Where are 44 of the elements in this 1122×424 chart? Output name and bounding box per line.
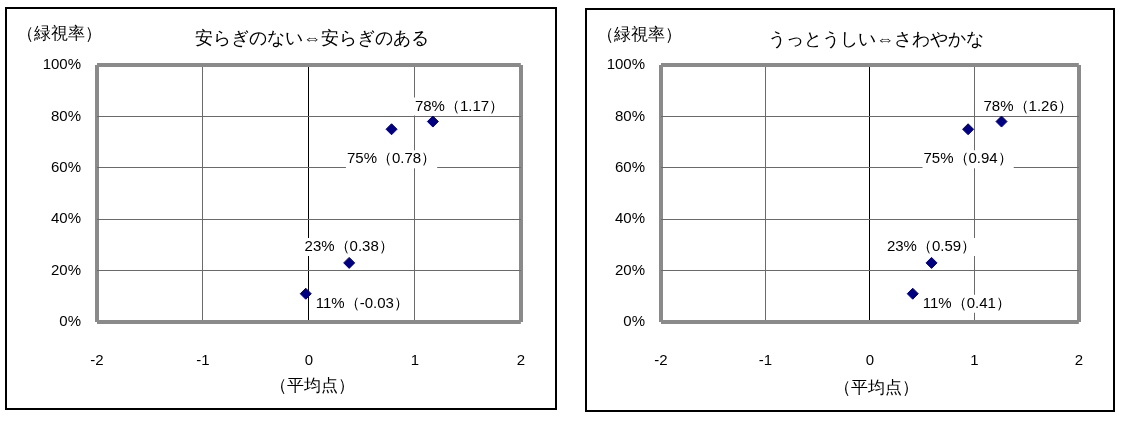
data-label: 75%（0.78） [346,149,437,167]
y-tick-label: 60% [614,157,645,175]
x-tick-label: 2 [1074,351,1083,369]
x-tick-label: 1 [970,351,979,369]
chart-title: うっとうしい⇔さわやかな [768,29,984,49]
x-tick-label: 2 [516,351,525,369]
y-tick-label: 0% [59,312,81,330]
point [343,256,356,269]
x-tick-label: -2 [90,351,104,369]
x-axis-title: （平均点） [268,375,356,397]
y-tick-label: 0% [623,312,645,330]
point [426,115,439,128]
y-tick-label: 40% [50,209,81,227]
x-tick-label: 0 [865,351,875,369]
data-label: 23%（0.38） [304,237,394,255]
x-axis-title: （平均点） [832,377,920,399]
x-tick-label: 0 [304,351,314,369]
y-tick-label: 20% [50,260,81,278]
data-label: 11%（-0.03） [315,293,409,311]
point [962,123,975,136]
chart-title: 安らぎのない⇔安らぎのある [195,28,429,48]
x-tick-label: -1 [196,351,210,369]
y-tick-label: 20% [614,260,645,278]
point [925,256,938,269]
data-label: 11%（0.41） [922,293,1011,311]
y-tick-label: 40% [614,209,645,227]
y-tick-label: 100% [42,55,81,73]
y-tick-label: 80% [50,106,81,124]
y-tick-label: 100% [606,55,645,73]
x-tick-label: 1 [410,351,420,369]
point [385,123,398,136]
y-axis-title: （緑視率） [17,23,102,45]
point [299,287,312,300]
data-label: 23%（0.59） [886,237,977,255]
data-label: 78%（1.26） [983,96,1073,114]
point [906,287,919,300]
x-tick-label: -1 [758,351,773,369]
point [995,115,1008,128]
y-tick-label: 60% [50,157,81,175]
x-tick-label: -2 [654,351,668,369]
data-label: 78%（1.17） [414,96,505,114]
y-tick-label: 80% [614,106,645,124]
data-label: 75%（0.94） [923,149,1013,167]
y-axis-title: （緑視率） [597,24,682,46]
